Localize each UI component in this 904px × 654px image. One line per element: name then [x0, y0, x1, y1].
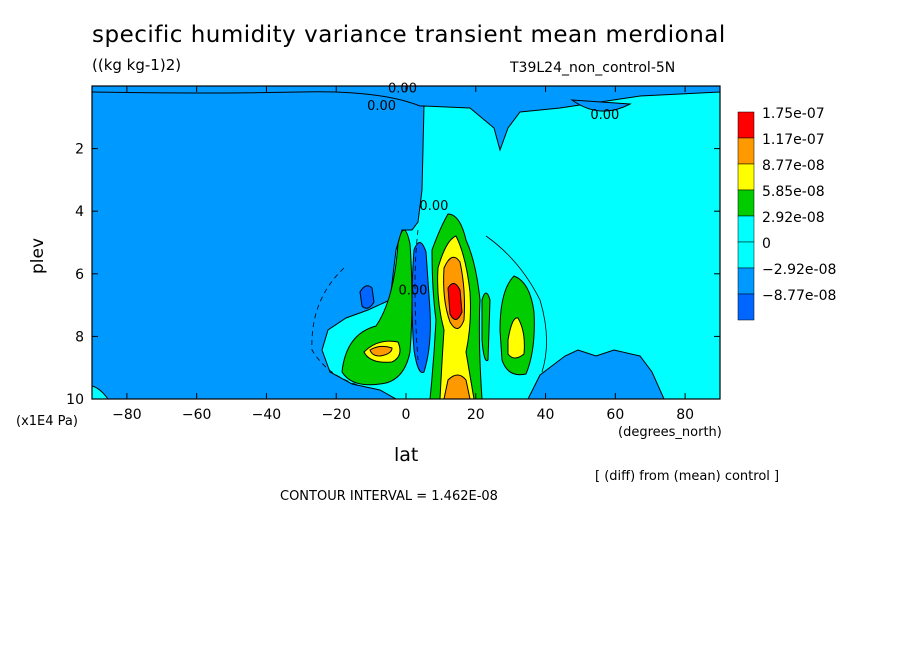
legend-label: 5.85e-08 [762, 184, 825, 200]
legend-label: −8.77e-08 [762, 288, 836, 304]
legend-swatch [737, 137, 755, 165]
legend-label: 1.75e-07 [762, 106, 825, 122]
x-tick-label: 0 [402, 407, 411, 423]
contour-label: 0.00 [388, 82, 417, 97]
legend-label: 2.92e-08 [762, 210, 825, 226]
x-axis-label: lat [394, 444, 419, 466]
x-tick-label: −80 [112, 407, 142, 423]
y-tick-label: 4 [75, 204, 84, 220]
x-axis-units: (degrees_north) [618, 425, 722, 440]
legend-swatch [737, 215, 755, 243]
legend-swatch [737, 241, 755, 269]
legend-swatch [737, 163, 755, 191]
legend-label: 8.77e-08 [762, 158, 825, 174]
y-tick-label: 10 [66, 392, 84, 408]
contour-labels: 0.00 0.00 0.00 0.00 0.00 [367, 82, 619, 299]
contour-interval: CONTOUR INTERVAL = 1.462E-08 [280, 489, 498, 504]
x-tick-label: 40 [537, 407, 555, 423]
contour-label: 0.00 [367, 99, 396, 114]
contour-label: 0.00 [399, 283, 428, 298]
diff-note: [ (diff) from (mean) control ] [595, 469, 780, 484]
x-tick-label: 60 [606, 407, 624, 423]
legend-label: 1.17e-07 [762, 132, 825, 148]
legend-swatch [737, 293, 755, 321]
legend-swatch [737, 189, 755, 217]
y-tick-label: 2 [75, 142, 84, 158]
x-axis: −80 −60 −40 −20 0 20 40 60 80 [112, 86, 694, 423]
y-axis-units: (x1E4 Pa) [16, 414, 78, 429]
eastern-negative-region [527, 349, 665, 399]
x-tick-label: 20 [467, 407, 485, 423]
units-label: ((kg kg-1)2) [92, 56, 182, 74]
x-tick-label: −40 [252, 407, 282, 423]
x-tick-label: −20 [321, 407, 351, 423]
legend-swatch [737, 267, 755, 295]
y-tick-label: 6 [75, 267, 84, 283]
contour-label: 0.00 [590, 108, 619, 123]
legend-label: 0 [762, 236, 771, 252]
run-label: T39L24_non_control-5N [510, 60, 676, 76]
legend-swatch [737, 111, 755, 139]
y-axis: 2 4 6 8 10 [66, 142, 720, 408]
contour-label: 0.00 [419, 199, 448, 214]
contour-field [92, 86, 720, 399]
x-tick-label: 80 [676, 407, 694, 423]
chart-title: specific humidity variance transient mea… [92, 22, 726, 48]
y-tick-label: 8 [75, 329, 84, 345]
y-axis-label: plev [28, 237, 49, 275]
x-tick-label: −60 [182, 407, 212, 423]
legend-label: −2.92e-08 [762, 262, 836, 278]
color-legend: 1.75e-07 1.17e-07 8.77e-08 5.85e-08 2.92e-08… [737, 106, 836, 321]
